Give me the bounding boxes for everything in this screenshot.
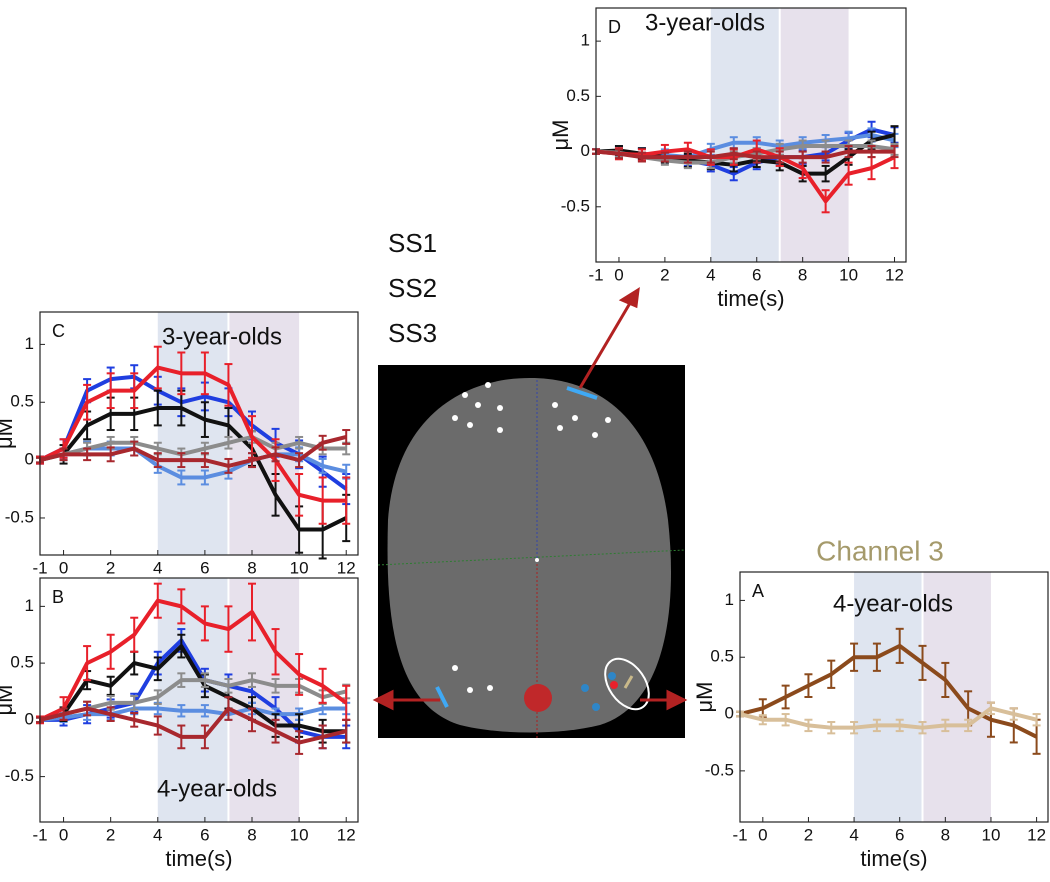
series-line bbox=[739, 643, 1038, 739]
x-tick-label: 8 bbox=[941, 825, 950, 844]
chart-title: 4-year-olds bbox=[157, 775, 277, 802]
panel: -0.5 0 0.5 1 -1 0 2 4 6 8 10 12 A 4-year-olds Channel … bbox=[692, 535, 1049, 871]
x-tick-label: 8 bbox=[798, 265, 807, 284]
y-tick-label: 0 bbox=[25, 450, 34, 469]
y-tick-label: 0 bbox=[25, 709, 34, 728]
y-tick-label: 1 bbox=[725, 590, 734, 609]
x-tick-label: 12 bbox=[1027, 825, 1046, 844]
y-axis-label: μM bbox=[0, 684, 17, 715]
y-tick-label: 0.5 bbox=[566, 86, 590, 105]
y-tick-label: 0 bbox=[725, 704, 734, 723]
x-tick-label: 4 bbox=[849, 825, 858, 844]
y-axis-label: μM bbox=[0, 418, 17, 449]
x-tick-label: 4 bbox=[153, 825, 162, 844]
x-tick-label: 4 bbox=[153, 558, 162, 577]
shaded-region bbox=[710, 8, 780, 262]
legend: SS1 SS2 SS3 bbox=[388, 228, 437, 348]
shaded-region bbox=[854, 572, 923, 822]
x-tick-label: 10 bbox=[290, 825, 309, 844]
panel-label: D bbox=[608, 17, 621, 37]
y-axis-label: μM bbox=[548, 119, 573, 150]
panel: -0.5 0 0.5 1 -1 0 2 4 6 8 10 12 B 4-year-olds time(s) μ… bbox=[0, 577, 359, 871]
shaded-region bbox=[779, 8, 849, 262]
x-tick-label: 0 bbox=[614, 265, 623, 284]
axes-frame bbox=[595, 7, 907, 263]
y-tick-label: 0.5 bbox=[710, 647, 734, 666]
x-tick-label: 8 bbox=[247, 825, 256, 844]
arrows bbox=[372, 287, 688, 711]
x-tick-label: 2 bbox=[804, 825, 813, 844]
x-tick-label: 6 bbox=[200, 558, 209, 577]
y-tick-label: 0 bbox=[581, 141, 590, 160]
head-image bbox=[377, 365, 686, 738]
series-line bbox=[39, 435, 347, 468]
y-tick-label: -0.5 bbox=[5, 507, 34, 526]
series-line bbox=[39, 706, 347, 745]
x-tick-label: 10 bbox=[982, 825, 1001, 844]
panel-label: C bbox=[52, 321, 65, 341]
x-axis-label: time(s) bbox=[165, 846, 232, 871]
y-tick-label: -0.5 bbox=[705, 760, 734, 779]
chart-heading: Channel 3 bbox=[816, 535, 944, 566]
series-line bbox=[739, 706, 1038, 730]
axes-frame bbox=[39, 577, 359, 823]
x-tick-label: 2 bbox=[106, 825, 115, 844]
y-tick-label: -0.5 bbox=[5, 766, 34, 785]
y-tick-label: -0.5 bbox=[561, 196, 590, 215]
x-tick-label: -1 bbox=[32, 825, 47, 844]
x-tick-label: 10 bbox=[839, 265, 858, 284]
chart-title: 4-year-olds bbox=[833, 590, 953, 617]
x-tick-label: 12 bbox=[337, 558, 356, 577]
x-tick-label: 4 bbox=[706, 265, 715, 284]
axes-frame bbox=[39, 311, 359, 556]
panel-label: A bbox=[752, 581, 764, 601]
x-tick-label: 2 bbox=[660, 265, 669, 284]
series-line bbox=[39, 598, 348, 722]
legend-entry: SS2 bbox=[388, 273, 437, 303]
x-tick-label: -1 bbox=[32, 558, 47, 577]
x-tick-label: 0 bbox=[758, 825, 767, 844]
x-tick-label: 12 bbox=[885, 265, 904, 284]
series-line bbox=[595, 149, 895, 160]
x-tick-label: 0 bbox=[59, 825, 68, 844]
x-tick-label: 6 bbox=[895, 825, 904, 844]
x-tick-label: 2 bbox=[106, 558, 115, 577]
panel: -0.5 0 0.5 1 -1 0 2 4 6 8 10 12 D 3-year-olds time(s) μ… bbox=[548, 7, 907, 311]
x-tick-label: -1 bbox=[588, 265, 603, 284]
x-tick-label: 6 bbox=[200, 825, 209, 844]
chart-title: 3-year-olds bbox=[162, 323, 282, 350]
x-axis-label: time(s) bbox=[717, 286, 784, 311]
series-line bbox=[39, 365, 347, 503]
y-tick-label: 1 bbox=[25, 596, 34, 615]
panel-label: B bbox=[52, 587, 64, 607]
series-line bbox=[595, 147, 896, 204]
panel: -0.5 0 0.5 1 -1 0 2 4 6 8 10 12 C 3-year-olds μM bbox=[0, 311, 359, 577]
x-tick-label: 0 bbox=[59, 558, 68, 577]
x-tick-label: 12 bbox=[337, 825, 356, 844]
legend-entry: SS1 bbox=[388, 228, 437, 258]
series-line bbox=[39, 406, 348, 532]
x-tick-label: 6 bbox=[752, 265, 761, 284]
x-tick-label: 8 bbox=[247, 558, 256, 577]
x-tick-label: -1 bbox=[732, 825, 747, 844]
axes-frame bbox=[739, 571, 1049, 823]
legend-entry: SS3 bbox=[388, 318, 437, 348]
x-axis-label: time(s) bbox=[860, 846, 927, 871]
y-axis-label: μM bbox=[692, 681, 717, 712]
y-tick-label: 0.5 bbox=[10, 392, 34, 411]
y-tick-label: 0.5 bbox=[10, 653, 34, 672]
y-tick-label: 1 bbox=[25, 334, 34, 353]
shaded-region bbox=[157, 312, 229, 555]
shaded-region bbox=[157, 578, 229, 822]
chart-title: 3-year-olds bbox=[645, 9, 765, 36]
y-tick-label: 1 bbox=[581, 31, 590, 50]
x-tick-label: 10 bbox=[290, 558, 309, 577]
